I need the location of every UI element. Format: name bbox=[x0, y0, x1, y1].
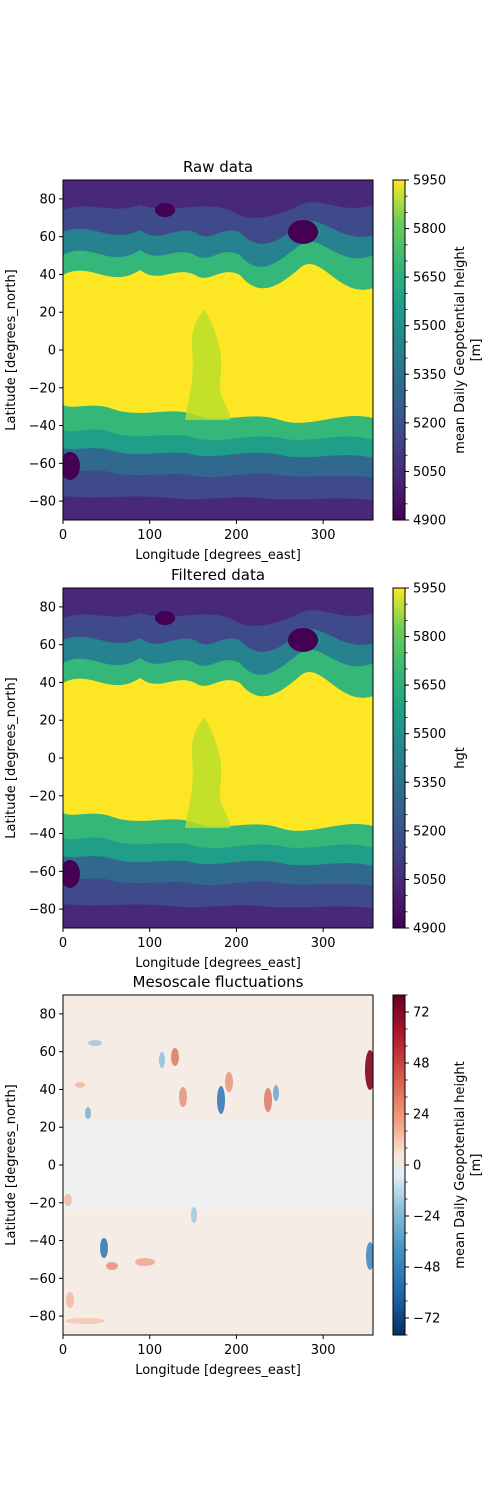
y-tick-label: −80 bbox=[29, 495, 56, 510]
y-tick-label: −40 bbox=[29, 419, 56, 434]
colorbar-tick-label: 0 bbox=[413, 1159, 421, 1174]
y-axis-ticks: 80 60 40 20 0 −20 −40 −60 −80 bbox=[29, 600, 63, 918]
y-tick-label: 80 bbox=[39, 600, 56, 615]
x-tick-label: 200 bbox=[224, 1343, 249, 1358]
y-tick-label: 80 bbox=[39, 192, 56, 207]
y-tick-label: −20 bbox=[29, 381, 56, 396]
colorbar-unit: [m] bbox=[469, 339, 484, 362]
y-tick-label: −40 bbox=[29, 1234, 56, 1249]
y-tick-label: 60 bbox=[39, 1045, 56, 1060]
y-axis-label: Latitude [degrees_north] bbox=[4, 269, 19, 430]
colorbar-tick-label: −72 bbox=[413, 1312, 440, 1327]
y-tick-label: 0 bbox=[48, 1159, 56, 1174]
heatmap-field bbox=[63, 588, 373, 928]
y-axis-label: Latitude [degrees_north] bbox=[4, 677, 19, 838]
colorbar-label: mean Daily Geopotential height bbox=[453, 1061, 468, 1268]
y-axis-label: Latitude [degrees_north] bbox=[4, 1084, 19, 1245]
colorbar-tick-label: 4900 bbox=[413, 922, 446, 937]
y-tick-label: −60 bbox=[29, 457, 56, 472]
x-axis-ticks: 0 100 200 300 bbox=[59, 520, 336, 543]
colorbar-tick-label: 5650 bbox=[413, 271, 446, 286]
x-tick-label: 0 bbox=[59, 528, 67, 543]
y-tick-label: −40 bbox=[29, 827, 56, 842]
heatmap-field bbox=[63, 180, 373, 520]
colorbar-tick-label: 5200 bbox=[413, 416, 446, 431]
panel-title: Raw data bbox=[183, 158, 253, 176]
colorbar-tick-label: 5800 bbox=[413, 222, 446, 237]
colorbar-tick-label: 5050 bbox=[413, 873, 446, 888]
y-tick-label: −80 bbox=[29, 903, 56, 918]
y-tick-label: −20 bbox=[29, 789, 56, 804]
x-tick-label: 0 bbox=[59, 936, 67, 951]
colorbar-tick-label: 5800 bbox=[413, 630, 446, 645]
colorbar-unit: [m] bbox=[469, 1154, 484, 1177]
x-tick-label: 300 bbox=[311, 1343, 336, 1358]
y-tick-label: 60 bbox=[39, 638, 56, 653]
x-tick-label: 100 bbox=[137, 528, 162, 543]
colorbar-tick-label: 5350 bbox=[413, 776, 446, 791]
x-tick-label: 0 bbox=[59, 1343, 67, 1358]
y-tick-label: 40 bbox=[39, 676, 56, 691]
panel-title: Mesoscale fluctuations bbox=[133, 973, 304, 991]
colorbar-tick-label: 5950 bbox=[413, 582, 446, 597]
colorbar-tick-label: 5350 bbox=[413, 368, 446, 383]
x-axis-label: Longitude [degrees_east] bbox=[135, 1363, 301, 1378]
colorbar-tick-label: 5200 bbox=[413, 824, 446, 839]
colorbar: 5950 5800 5650 5500 5350 5200 5050 4900 mean Da… bbox=[392, 174, 484, 529]
colorbar-tick-label: −24 bbox=[413, 1210, 440, 1225]
y-tick-label: 20 bbox=[39, 714, 56, 729]
y-tick-label: 20 bbox=[39, 1121, 56, 1136]
colorbar-label: mean Daily Geopotential height bbox=[453, 246, 468, 453]
y-tick-label: 40 bbox=[39, 1083, 56, 1098]
colorbar-tick-label: 72 bbox=[413, 1006, 430, 1021]
colorbar-label: hgt bbox=[453, 747, 468, 769]
colorbar-tick-label: 4900 bbox=[413, 514, 446, 529]
y-tick-label: −60 bbox=[29, 865, 56, 880]
x-tick-label: 100 bbox=[137, 936, 162, 951]
y-axis-ticks: 80 60 40 20 0 −20 −40 −60 −80 bbox=[29, 192, 63, 510]
x-axis-ticks: 0 100 200 300 bbox=[59, 1335, 336, 1358]
heatmap-field bbox=[63, 995, 373, 1335]
colorbar-tick-label: 5950 bbox=[413, 174, 446, 189]
x-axis-label: Longitude [degrees_east] bbox=[135, 956, 301, 971]
colorbar-tick-label: −48 bbox=[413, 1261, 440, 1276]
x-tick-label: 300 bbox=[311, 936, 336, 951]
x-tick-label: 300 bbox=[311, 528, 336, 543]
y-tick-label: 20 bbox=[39, 306, 56, 321]
colorbar-tick-label: 48 bbox=[413, 1057, 430, 1072]
y-tick-label: 60 bbox=[39, 230, 56, 245]
x-axis-label: Longitude [degrees_east] bbox=[135, 548, 301, 563]
x-tick-label: 200 bbox=[224, 936, 249, 951]
y-tick-label: −60 bbox=[29, 1272, 56, 1287]
colorbar-tick-label: 5500 bbox=[413, 319, 446, 334]
y-axis-ticks: 80 60 40 20 0 −20 −40 −60 −80 bbox=[29, 1007, 63, 1325]
y-tick-label: 0 bbox=[48, 344, 56, 359]
colorbar: 72 48 24 0 −24 −48 −72 mean Daily Geopotential… bbox=[392, 994, 484, 1336]
x-tick-label: 200 bbox=[224, 528, 249, 543]
y-tick-label: −80 bbox=[29, 1310, 56, 1325]
colorbar-tick-label: 5050 bbox=[413, 465, 446, 480]
colorbar-tick-label: 5500 bbox=[413, 727, 446, 742]
colorbar-tick-label: 5650 bbox=[413, 679, 446, 694]
x-tick-label: 100 bbox=[137, 1343, 162, 1358]
y-tick-label: 0 bbox=[48, 752, 56, 767]
y-tick-label: 40 bbox=[39, 268, 56, 283]
y-tick-label: −20 bbox=[29, 1196, 56, 1211]
x-axis-ticks: 0 100 200 300 bbox=[59, 928, 336, 951]
panel-title: Filtered data bbox=[171, 566, 265, 584]
colorbar: 5950 5800 5650 5500 5350 5200 5050 4900 hgt bbox=[392, 582, 468, 937]
y-tick-label: 80 bbox=[39, 1007, 56, 1022]
colorbar-tick-label: 24 bbox=[413, 1108, 430, 1123]
